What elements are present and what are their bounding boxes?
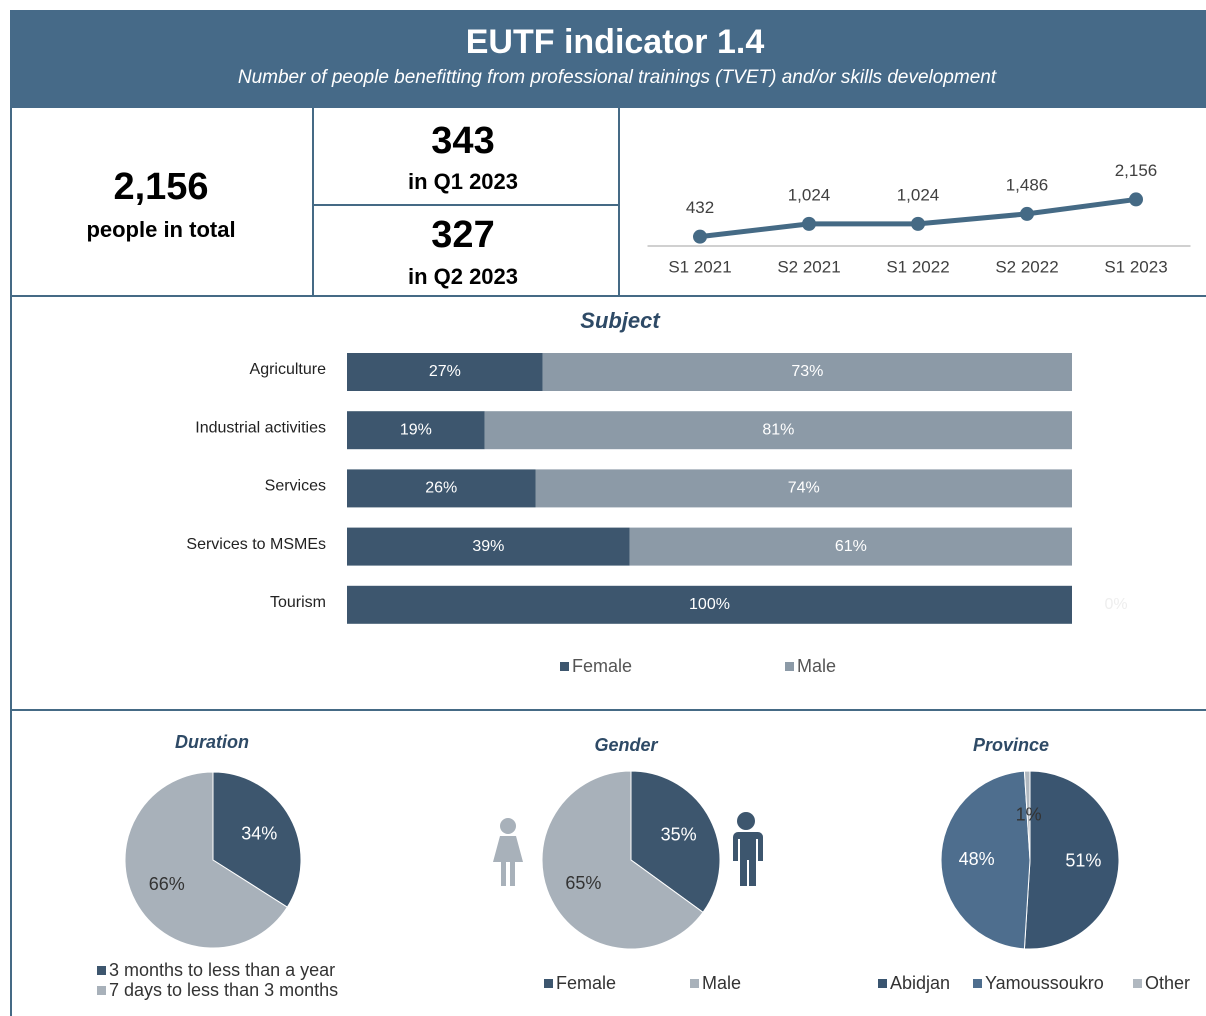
legend-label: Abidjan [890,973,950,993]
x-tick-label: S2 2021 [777,257,840,276]
bar-segment [535,469,1072,508]
point [1129,192,1143,207]
data-label: 0% [1104,596,1127,613]
bar-segment [629,527,1072,566]
data-label: 39% [472,538,504,555]
data-label: 19% [400,421,432,438]
data-label: 1,024 [897,185,940,204]
chart-title: Province [973,735,1049,755]
legend-swatch [785,662,794,671]
data-label: 61% [835,538,867,555]
pie-slice [630,770,721,914]
legend-label: Female [556,973,616,993]
data-label: 51% [1065,850,1101,870]
kpi-value: 2,156 [113,166,208,208]
y-tick-label: Services [265,478,326,495]
legend-swatch [97,966,106,975]
x-tick-label: S1 2022 [886,257,949,276]
pie-slice [1023,770,1120,950]
legend-label: Yamoussoukro [985,973,1104,993]
kpi-label: in Q1 2023 [408,169,518,194]
frame [10,108,1206,1016]
data-label: 48% [959,849,995,869]
bar-segment [484,411,1072,450]
pie-slice [940,770,1031,950]
legend-label: Male [702,973,741,993]
kpi-label: in Q2 2023 [408,264,518,289]
chart-title: Duration [175,732,249,752]
bar-segment [347,353,543,391]
data-label: 81% [762,421,794,438]
legend-swatch [1133,979,1142,988]
header-band [10,10,1206,108]
x-tick-label: S1 2023 [1104,257,1167,276]
data-label: 34% [241,823,277,843]
y-tick-label: Agriculture [250,361,327,378]
legend-swatch [544,979,553,988]
title: EUTF indicator 1.4 [466,23,765,61]
male-icon [733,812,763,886]
data-label: 65% [565,873,601,893]
data-label: 73% [791,363,823,380]
bar-segment [347,585,1072,624]
legend-swatch [690,979,699,988]
legend-label: Female [572,656,632,676]
point [802,216,816,231]
subtitle: Number of people benefitting from profes… [238,67,997,88]
point [1020,206,1034,221]
point [911,216,925,231]
y-tick-label: Services to MSMEs [186,536,326,553]
kpi-value: 327 [431,214,494,256]
data-label: 2,156 [1115,161,1158,180]
bar-segment [347,469,536,508]
data-label: 1,486 [1006,175,1049,194]
female-icon [493,818,523,886]
legend-swatch [973,979,982,988]
data-label: 35% [661,825,697,845]
y-tick-label: Industrial activities [195,419,326,436]
bar-segment [347,411,485,450]
data-label: 432 [686,198,714,217]
data-label: 1,024 [788,185,831,204]
x-tick-label: S1 2021 [668,257,731,276]
data-label: 26% [425,480,457,497]
pie-slice [124,771,288,949]
legend-swatch [560,662,569,671]
data-label: 74% [788,480,820,497]
legend-label: Other [1145,973,1190,993]
data-label: 27% [429,363,461,380]
point [693,229,707,244]
legend-swatch [878,979,887,988]
data-label: 100% [689,596,730,613]
legend-label: 7 days to less than 3 months [109,980,338,1000]
data-label: 1% [1016,804,1042,824]
data-label: 66% [149,874,185,894]
chart-title: Subject [580,308,661,333]
legend-label: 3 months to less than a year [109,960,335,980]
pie-slice [541,770,704,950]
legend-label: Male [797,656,836,676]
bar-segment [347,527,630,566]
bar-segment [542,353,1072,391]
chart-title: Gender [594,735,658,755]
x-tick-label: S2 2022 [995,257,1058,276]
kpi-value: 343 [431,120,494,162]
pie-slice [1023,770,1031,861]
y-tick-label: Tourism [270,594,326,611]
legend-swatch [97,986,106,995]
kpi-label: people in total [86,217,235,242]
